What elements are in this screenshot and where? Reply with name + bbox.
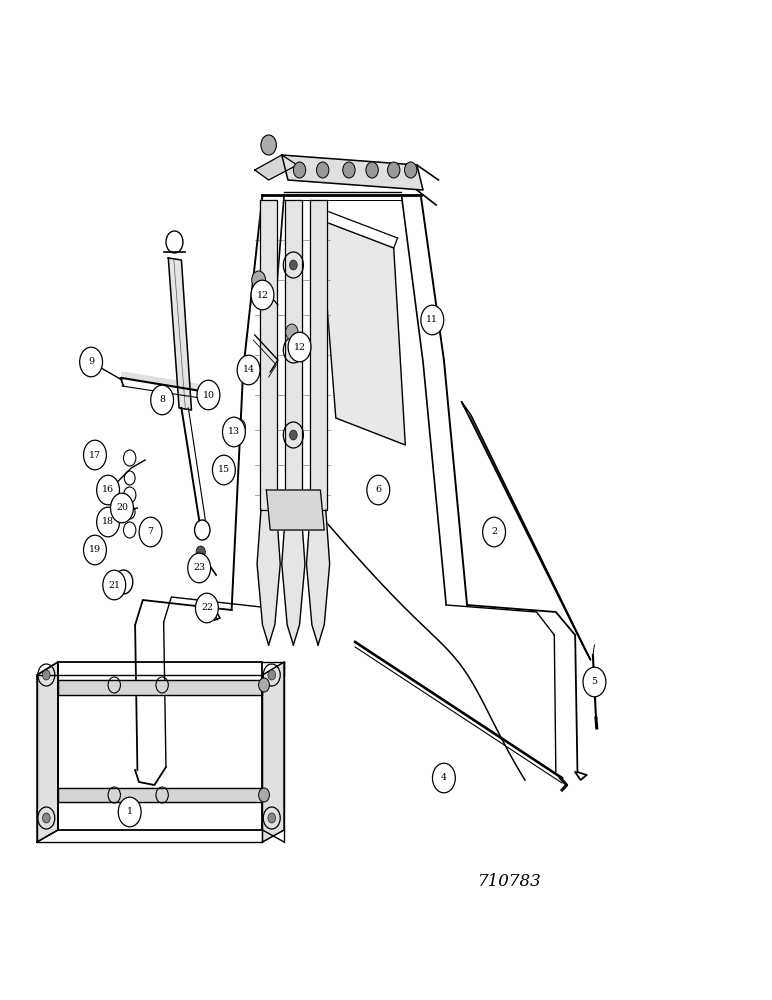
Circle shape	[290, 260, 297, 270]
Circle shape	[268, 670, 276, 680]
Circle shape	[251, 280, 274, 310]
Text: 14: 14	[242, 365, 255, 374]
Text: 13: 13	[228, 428, 240, 436]
Circle shape	[96, 507, 120, 537]
Circle shape	[80, 347, 103, 377]
Polygon shape	[306, 510, 330, 645]
Circle shape	[96, 475, 120, 505]
Circle shape	[110, 493, 134, 523]
Circle shape	[290, 430, 297, 440]
Circle shape	[206, 392, 218, 408]
Circle shape	[343, 162, 355, 178]
Text: 17: 17	[89, 450, 101, 460]
Text: 10: 10	[202, 390, 215, 399]
Polygon shape	[285, 200, 302, 510]
Polygon shape	[255, 155, 297, 180]
Circle shape	[42, 813, 50, 823]
Text: 12: 12	[256, 290, 269, 300]
Text: 19: 19	[89, 546, 101, 554]
Text: 1: 1	[127, 808, 133, 816]
Circle shape	[286, 324, 298, 340]
Polygon shape	[37, 662, 58, 842]
Circle shape	[290, 345, 297, 355]
Polygon shape	[58, 788, 262, 802]
Polygon shape	[282, 155, 423, 190]
Text: 7: 7	[147, 528, 154, 536]
Text: 16: 16	[102, 486, 114, 494]
Circle shape	[252, 271, 266, 289]
Circle shape	[151, 385, 174, 415]
Circle shape	[432, 763, 455, 793]
Circle shape	[110, 496, 119, 508]
Circle shape	[293, 162, 306, 178]
Polygon shape	[266, 490, 324, 530]
Circle shape	[482, 517, 506, 547]
Polygon shape	[282, 510, 305, 645]
Circle shape	[237, 355, 260, 385]
Circle shape	[261, 135, 276, 155]
Circle shape	[139, 517, 162, 547]
Circle shape	[259, 788, 269, 802]
Polygon shape	[462, 402, 591, 660]
Text: 15: 15	[218, 466, 230, 475]
Circle shape	[259, 678, 269, 692]
Text: 22: 22	[201, 603, 213, 612]
Circle shape	[118, 797, 141, 827]
Polygon shape	[58, 680, 262, 695]
Circle shape	[42, 670, 50, 680]
Circle shape	[196, 546, 205, 558]
Polygon shape	[260, 200, 277, 510]
Circle shape	[583, 667, 606, 697]
Circle shape	[268, 813, 276, 823]
Circle shape	[195, 593, 218, 623]
Circle shape	[103, 570, 126, 600]
Circle shape	[421, 305, 444, 335]
Circle shape	[288, 332, 311, 362]
Circle shape	[222, 458, 233, 472]
Circle shape	[233, 419, 245, 435]
Text: 18: 18	[102, 518, 114, 526]
Polygon shape	[310, 200, 327, 510]
Text: 20: 20	[116, 504, 128, 512]
Circle shape	[366, 162, 378, 178]
Text: 9: 9	[88, 358, 94, 366]
Circle shape	[212, 455, 235, 485]
Text: 5: 5	[591, 678, 598, 686]
Polygon shape	[320, 220, 405, 445]
Circle shape	[188, 553, 211, 583]
Circle shape	[405, 162, 417, 178]
Polygon shape	[168, 258, 191, 410]
Text: 4: 4	[441, 774, 447, 782]
Circle shape	[222, 417, 245, 447]
Text: 2: 2	[491, 528, 497, 536]
Text: 21: 21	[108, 580, 120, 589]
Circle shape	[317, 162, 329, 178]
Text: 6: 6	[375, 486, 381, 494]
Text: 11: 11	[426, 316, 438, 324]
Polygon shape	[257, 510, 280, 645]
Circle shape	[367, 475, 390, 505]
Polygon shape	[262, 662, 284, 842]
Polygon shape	[122, 372, 207, 392]
Text: 12: 12	[293, 342, 306, 352]
Circle shape	[388, 162, 400, 178]
Circle shape	[83, 440, 107, 470]
Text: 8: 8	[159, 395, 165, 404]
Text: 23: 23	[193, 564, 205, 572]
Circle shape	[197, 380, 220, 410]
Circle shape	[83, 535, 107, 565]
Text: 710783: 710783	[478, 874, 541, 890]
